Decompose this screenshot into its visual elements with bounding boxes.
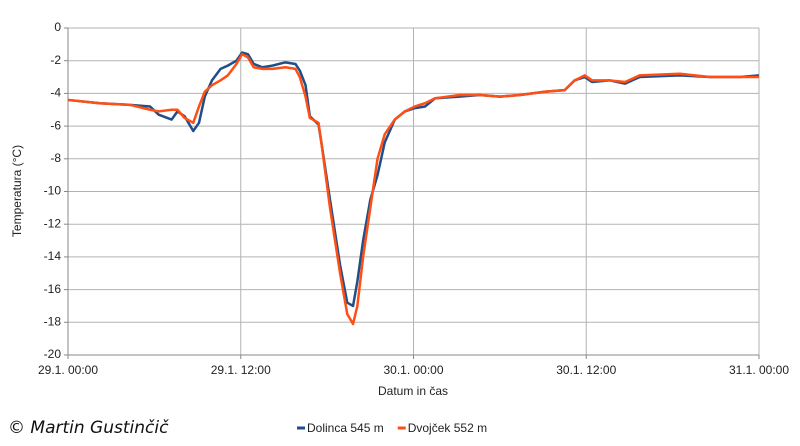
y-tick-label: 0 [54, 20, 61, 34]
x-tick-label: 29.1. 00:00 [38, 363, 98, 377]
y-tick-label: -14 [44, 249, 62, 263]
y-tick-label: -2 [50, 53, 61, 67]
x-tick-label: 29.1. 12:00 [211, 363, 271, 377]
x-axis-title: Datum in čas [378, 384, 448, 398]
series-line [67, 52, 759, 326]
y-tick-label: -18 [44, 314, 62, 328]
y-tick-label: -16 [44, 282, 62, 296]
y-tick-label: -12 [44, 216, 62, 230]
y-axis-title: Temperatura (°C) [10, 145, 24, 237]
y-tick-label: -10 [44, 184, 62, 198]
legend-label: Dvojček 552 m [408, 421, 487, 435]
y-tick-label: -20 [44, 347, 62, 361]
x-tick-label: 30.1. 12:00 [556, 363, 616, 377]
y-tick-label: -8 [50, 151, 61, 165]
credit: © Martin Gustinčič [8, 418, 169, 438]
legend-label: Dolinca 545 m [307, 421, 384, 435]
y-tick-label: -4 [50, 86, 61, 100]
y-tick-label: -6 [50, 118, 61, 132]
x-tick-label: 31.1. 00:00 [729, 363, 789, 377]
x-tick-label: 30.1. 00:00 [383, 363, 443, 377]
